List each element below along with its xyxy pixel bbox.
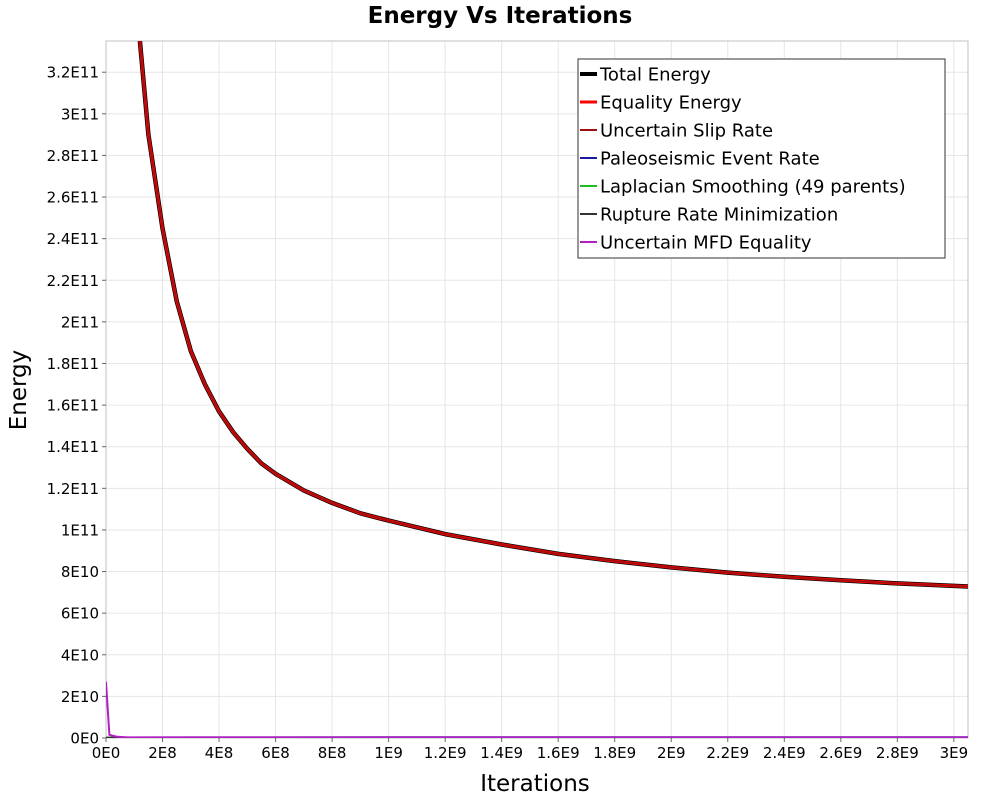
x-tick-label: 4E8 <box>205 744 234 762</box>
series-line-uncertain-mfd-equality <box>106 681 968 738</box>
x-tick-label: 1.6E9 <box>537 744 580 762</box>
y-tick-label: 3.2E11 <box>47 64 99 82</box>
chart-title: Energy Vs Iterations <box>368 3 633 29</box>
y-tick-label: 2.6E11 <box>47 189 99 207</box>
legend-label-laplacian-smoothing-49-parents: Laplacian Smoothing (49 parents) <box>600 177 906 198</box>
x-tick-label: 2.8E9 <box>876 744 919 762</box>
x-axis-ticks: 0E0 2E8 4E8 6E8 8E8 1E9 1.2E9 1.4E9 1.6E9 1.8E9 2E… <box>92 738 968 762</box>
x-tick-label: 2E8 <box>148 744 177 762</box>
legend-box <box>577 58 946 259</box>
x-tick-label: 2.6E9 <box>819 744 862 762</box>
y-tick-label: 2E11 <box>61 313 99 331</box>
series-lines <box>106 41 968 738</box>
y-tick-label: 1E11 <box>61 521 99 539</box>
x-tick-label: 0E0 <box>92 744 121 762</box>
grid <box>105 41 968 739</box>
legend-label-rupture-rate-minimization: Rupture Rate Minimization <box>600 205 838 226</box>
series-line-uncertain-slip-rate <box>139 41 968 588</box>
legend: Total Energy Equality Energy Uncertain Sli… <box>577 58 946 259</box>
y-tick-label: 0E0 <box>70 730 99 748</box>
x-tick-label: 6E8 <box>261 744 290 762</box>
y-tick-label: 2.2E11 <box>47 272 99 290</box>
y-tick-label: 6E10 <box>61 605 99 623</box>
legend-label-equality-energy: Equality Energy <box>600 93 742 114</box>
y-tick-label: 1.6E11 <box>47 397 99 415</box>
y-tick-label: 1.8E11 <box>47 355 99 373</box>
y-axis-ticks: 0E0 2E10 4E10 6E10 8E10 1E11 1.2E11 1.4E11 1.6E1… <box>47 64 106 748</box>
y-tick-label: 2E10 <box>61 688 99 706</box>
legend-label-uncertain-mfd-equality: Uncertain MFD Equality <box>600 233 812 254</box>
x-tick-label: 8E8 <box>318 744 347 762</box>
y-tick-label: 2.8E11 <box>47 147 99 165</box>
x-tick-label: 1.2E9 <box>424 744 467 762</box>
x-tick-label: 1.4E9 <box>480 744 523 762</box>
x-tick-label: 2.2E9 <box>706 744 749 762</box>
y-tick-label: 8E10 <box>61 563 99 581</box>
legend-label-paleoseismic-event-rate: Paleoseismic Event Rate <box>600 149 820 170</box>
y-tick-label: 1.4E11 <box>47 438 99 456</box>
legend-label-uncertain-slip-rate: Uncertain Slip Rate <box>600 121 773 142</box>
y-tick-label: 1.2E11 <box>47 480 99 498</box>
x-tick-label: 2E9 <box>657 744 686 762</box>
y-tick-label: 2.4E11 <box>47 230 99 248</box>
legend-label-total-energy: Total Energy <box>599 65 711 86</box>
x-tick-label: 1E9 <box>374 744 403 762</box>
x-tick-label: 1.8E9 <box>593 744 636 762</box>
y-tick-label: 4E10 <box>61 646 99 664</box>
x-tick-label: 3E9 <box>940 744 969 762</box>
x-axis-label: Iterations <box>480 771 590 797</box>
y-tick-label: 3E11 <box>61 105 99 123</box>
x-tick-label: 2.4E9 <box>763 744 806 762</box>
y-axis-label: Energy <box>6 350 32 431</box>
